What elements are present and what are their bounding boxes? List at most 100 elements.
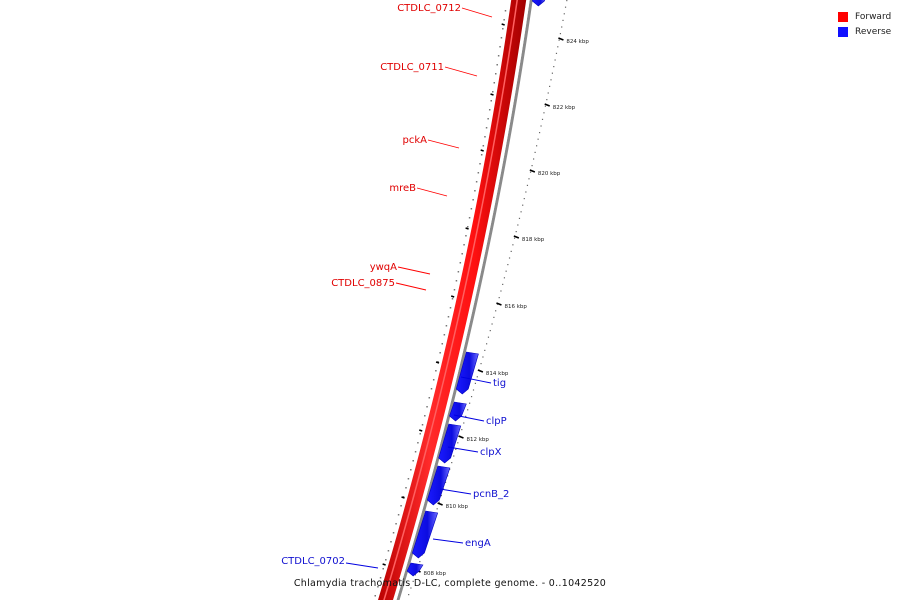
ruler-dot [544,105,546,107]
reverse-leader-line [447,446,479,453]
track-dot [499,46,501,48]
track-dot [482,145,485,147]
ruler-dot [553,66,555,68]
track-dot [379,577,382,579]
reverse-swatch [838,26,848,37]
ruler-dot [523,198,525,200]
reverse-gene-block [412,510,439,559]
track-dot [477,172,480,174]
track-dot [449,307,452,309]
reverse-gene-label: pcnB_2 [473,489,509,500]
track-dot [424,415,426,417]
track-dot [395,523,397,525]
forward-leader-line [461,7,493,18]
ruler-dot [507,264,509,266]
ruler-dot [419,561,421,563]
scale-tick-mark [558,37,564,41]
ruler-dot [505,270,507,272]
track-dot [387,550,390,552]
track-dot [410,469,412,471]
ruler-dot [453,455,455,457]
ruler-dot [500,290,502,292]
track-dot [430,388,433,390]
reverse-leader-line [453,414,485,422]
ruler-dot [557,46,559,48]
track-dot [400,505,402,507]
ruler-dot [541,118,544,120]
track-dot [421,424,424,426]
ruler-dot [465,415,467,417]
track-dot [417,442,419,444]
ruler-dot [503,277,506,279]
track-highlight [383,0,518,600]
track-dot [402,496,405,498]
ruler-dot [491,323,493,325]
reverse-gene-block [438,423,462,464]
track-dot [474,190,476,192]
reverse-label: Reverse [855,26,892,37]
ruler-dot [564,6,567,8]
scale-tick-label: 818 kbp [522,237,545,243]
ruler-dot [515,231,517,233]
genome-track [374,0,533,600]
legend-reverse: Reverse [838,24,891,39]
ruler-dot [414,574,417,576]
scale-tick-label: 810 kbp [446,504,469,510]
scale-tick-mark [477,369,484,373]
track-dot [487,118,489,120]
track-dot [457,271,460,273]
reverse-gene-label: engA [465,538,491,549]
track-dot [435,370,437,372]
ruler-dot [487,336,490,338]
ruler-dot [410,587,412,589]
forward-swatch [838,11,848,22]
ruler-dot [451,462,453,464]
track-dot [447,316,450,318]
ruler-dot [470,396,473,398]
track-dot [382,568,384,570]
track-dot [441,343,444,345]
ruler-dot [444,481,447,483]
scale-tick-mark [496,302,502,306]
track-dot [490,100,492,102]
track-tick [465,227,469,230]
reverse-gene-label: CTDLC_0702 [281,556,345,567]
ruler-dot [546,99,548,101]
track-dot [374,595,376,597]
track-dot [492,91,494,93]
ruler-dot [474,382,477,384]
reverse-gene-label: clpX [480,447,502,458]
track-dot [504,10,507,12]
ruler-dot [493,316,495,318]
track-dot [467,226,469,228]
track-dot [470,208,473,210]
ruler-dot [563,13,565,15]
scale-tick-label: 822 kbp [553,105,576,111]
scale-tick-mark [458,435,464,439]
ruler-dot [554,59,556,61]
track-dot [439,352,441,354]
reverse-gene-block [531,0,546,7]
reverse-leader-line [439,488,472,495]
track-dot [472,199,474,201]
ruler-dot [566,0,568,2]
ruler-dot [480,363,482,365]
ruler-dot [440,495,442,497]
ruler-dot [522,204,524,206]
reverse-gene-label: clpP [486,416,507,427]
ruler-dot [543,112,545,114]
ruler-dot [472,389,475,391]
track-dot [455,280,458,282]
ruler-dot [550,79,552,81]
track-dot [412,460,414,462]
reverse-gene-block [449,401,467,422]
track-dot [461,253,463,255]
track-shadow-line [396,0,533,600]
track-dot [463,244,465,246]
ruler-dot [438,501,440,503]
ruler-dot [537,138,539,140]
ruler-dot [489,330,491,332]
track-dot [493,82,496,84]
forward-gene-label: CTDLC_0875 [331,278,395,289]
